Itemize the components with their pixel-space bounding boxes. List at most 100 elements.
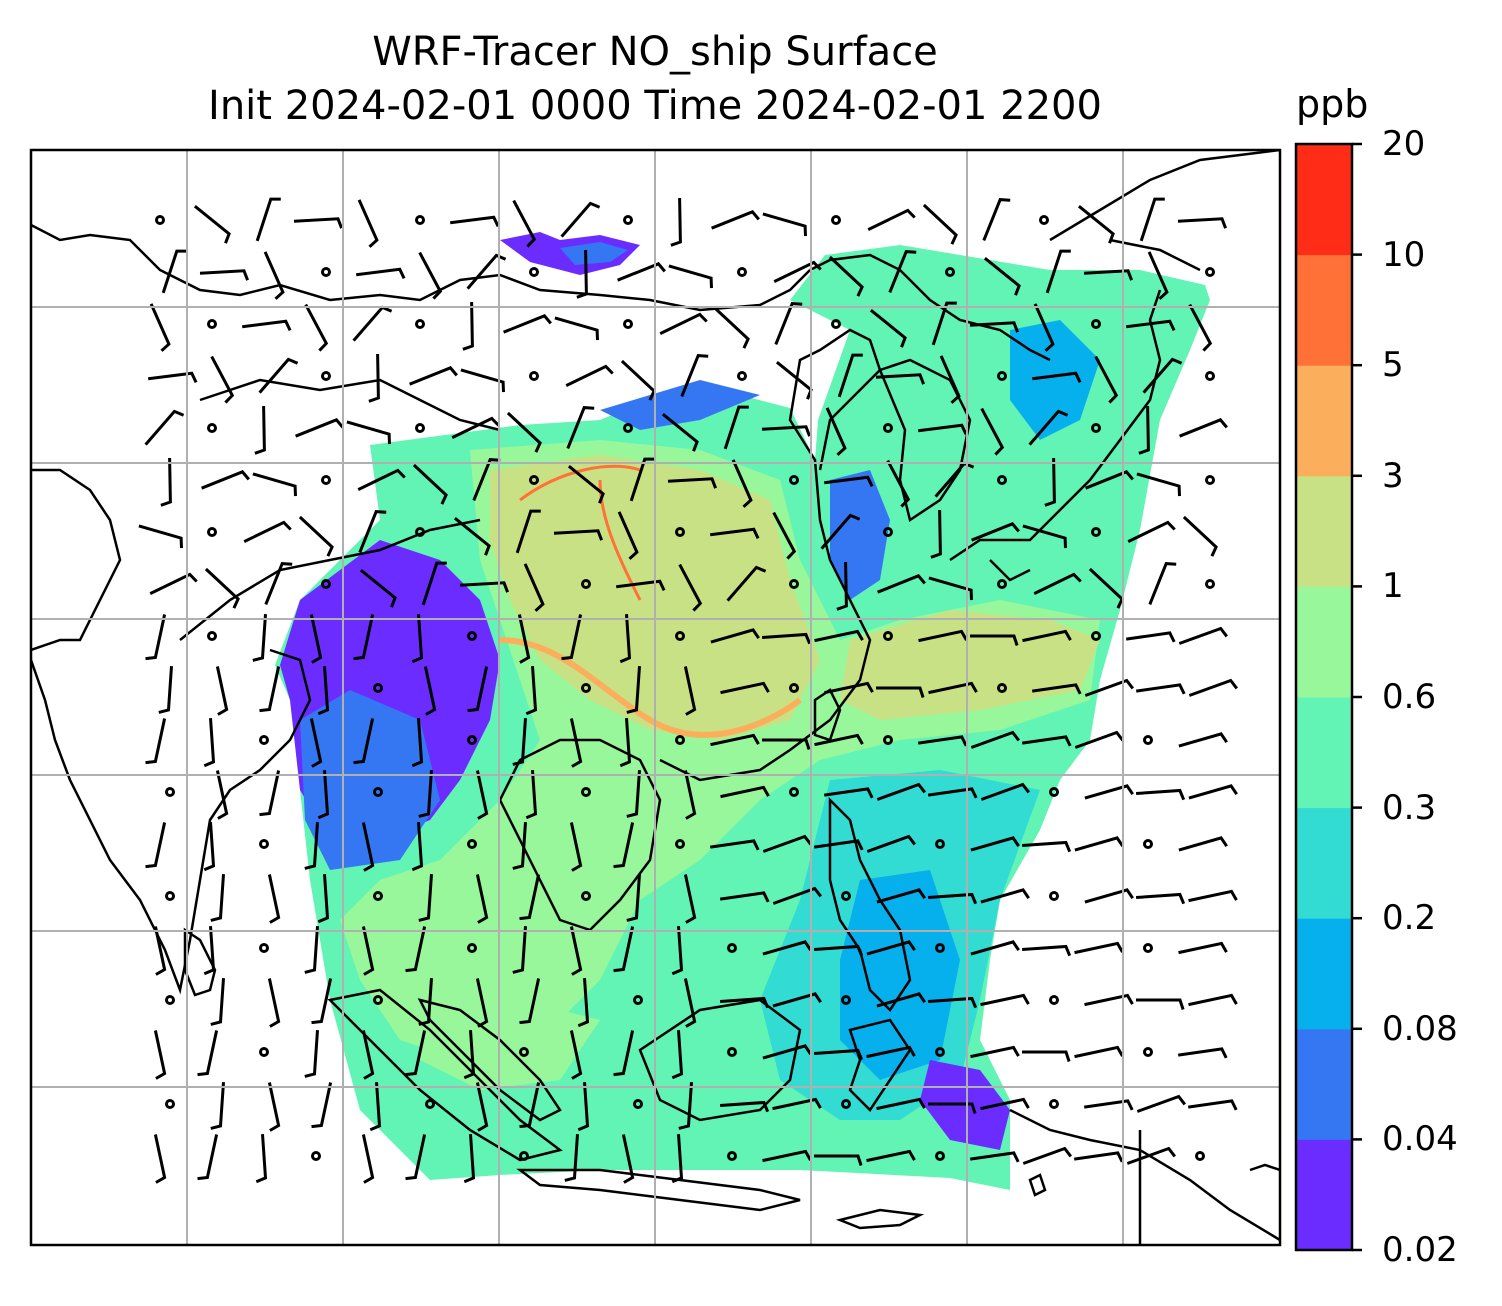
concentration-field [275,232,1210,1190]
wind-barb [161,249,187,294]
wind-barb [475,1082,489,1132]
wind-barb [1188,678,1238,697]
calm-wind-marker [935,839,945,849]
wind-barb [813,1048,864,1061]
wind-barb [1178,732,1228,748]
wind-barb [569,718,583,768]
wind-barb [671,925,684,976]
wind-barb [1126,319,1176,332]
wind-barb [1021,735,1072,747]
calm-wind-marker [727,1151,737,1161]
wind-barb [1188,993,1238,1007]
wind-barb [267,978,281,1028]
calm-wind-marker [207,423,217,433]
wind-barb [683,978,697,1028]
wind-barb [761,425,812,437]
wind-barb [970,1045,1020,1059]
calm-wind-marker [831,215,841,225]
calm-wind-marker [581,787,591,797]
wind-barb [1136,472,1181,497]
wind-barb [263,251,285,300]
wind-barb [475,874,489,924]
coastline-sulawesi [848,1018,912,1112]
wind-barb [714,307,750,349]
wind-barb [566,406,595,449]
wind-barb [506,411,542,453]
wind-barb [683,666,697,716]
wind-barb [252,613,267,662]
wind-barb [1147,251,1169,300]
calm-wind-marker [467,631,477,641]
wind-barb [970,836,1020,852]
calm-wind-marker [1091,319,1101,329]
calm-wind-marker [1049,787,1059,797]
wind-barb [626,873,641,922]
wind-barb [1073,1151,1124,1163]
wind-barb [824,681,874,695]
wind-barb [475,978,489,1028]
wind-barb [1022,629,1072,643]
colorbar-tick-label: 5 [1382,345,1404,386]
wind-barb [145,614,167,661]
wind-barb [1033,572,1082,595]
wind-barb [773,260,822,283]
wind-barb [824,475,874,488]
wind-barb [460,368,505,393]
wind-barb [876,686,925,698]
wind-barb [259,770,281,817]
wind-barb [353,614,375,661]
wind-barb [762,834,812,853]
calm-wind-marker [467,943,477,953]
wind-barb [567,465,605,504]
wind-barb [1033,303,1055,352]
wind-barb [267,874,281,924]
wind-barb [980,1097,1030,1111]
colorbar-tick-label: 20 [1382,124,1426,164]
calm-wind-marker [529,371,539,381]
wind-barb [970,634,1019,646]
wind-barb [820,513,861,550]
coastline-sumatra [327,988,563,1162]
wind-barb [980,888,1030,904]
wind-barb [813,839,864,851]
wind-barb [148,371,198,384]
colorbar-segment [1296,1139,1352,1251]
wind-barb [450,215,500,228]
wind-barb [356,267,406,280]
wind-barb [971,522,1020,542]
wind-barb [210,873,225,922]
wind-barb [877,574,926,594]
colorbar-tick-label: 0.08 [1382,1008,1458,1049]
calm-wind-marker [581,891,591,901]
wind-barb [561,614,583,661]
wind-barb [629,457,655,502]
wind-barb [418,769,433,818]
calm-wind-marker [623,215,633,225]
wind-barb [519,978,541,1025]
calm-wind-marker [1143,839,1153,849]
calm-wind-marker [321,579,331,589]
calm-wind-marker [425,1099,435,1109]
calm-wind-marker [997,579,1007,589]
wind-barb [659,312,708,335]
wind-barb [1125,631,1176,643]
field-low-coast [600,380,760,430]
wind-barb [927,892,978,905]
wind-barb [517,614,531,664]
wind-barb [927,996,978,1009]
coastline-srilanka [183,927,217,997]
wind-barb [970,940,1020,956]
wind-barb [1188,889,1238,903]
wind-barb [1074,941,1124,955]
wind-barb [837,353,863,398]
wind-barb [255,197,281,242]
coastline-small-2 [1249,1163,1280,1172]
calm-wind-marker [373,787,383,797]
wind-barb [1178,836,1228,852]
coastline-timor [835,1208,925,1230]
wind-barb [259,666,281,713]
wind-barb [1032,371,1082,384]
map-frame [29,148,1282,1247]
wind-barb [813,944,864,957]
wind-barb [255,1133,268,1184]
